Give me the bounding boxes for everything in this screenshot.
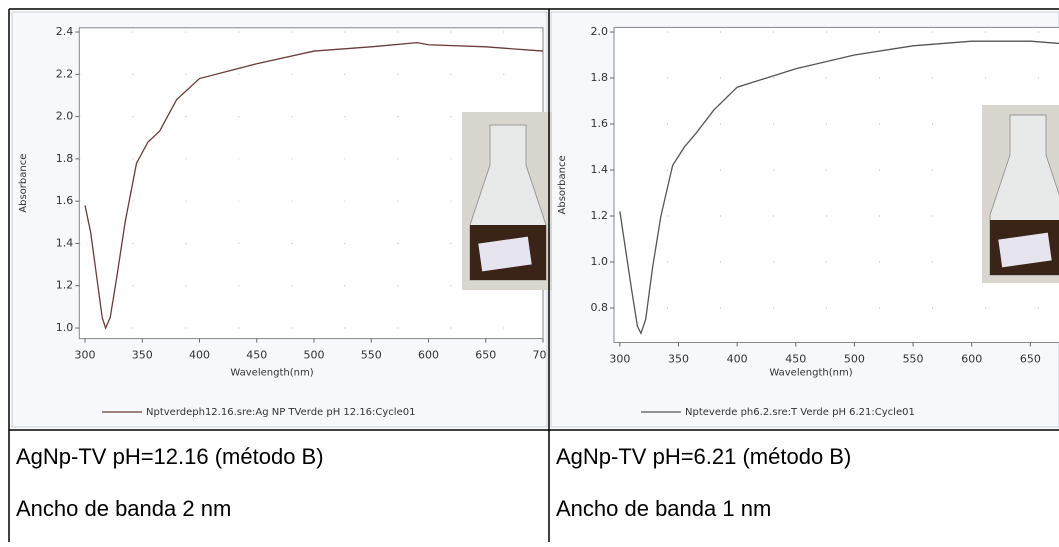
x-tick-label: 400	[727, 353, 748, 366]
legend-label: Nptverdeph12.16.sre:Ag NP TVerde pH 12.1…	[146, 407, 415, 418]
caption: Ancho de banda 1 nm	[556, 496, 771, 521]
caption: AgNp-TV pH=12.16 (método B)	[16, 444, 324, 469]
y-tick-label: 2.4	[56, 25, 74, 38]
legend-label: Npteverde ph6.2.sre:T Verde pH 6.21:Cycl…	[685, 407, 915, 418]
x-tick-label: 550	[903, 353, 924, 366]
x-tick-label: 300	[75, 349, 96, 362]
y-tick-label: 1.8	[591, 71, 609, 84]
x-tick-label: 700	[533, 349, 554, 362]
y-axis-label: Absorbance	[557, 155, 568, 214]
caption: AgNp-TV pH=6.21 (método B)	[556, 444, 851, 469]
x-axis-label: Wavelength(nm)	[230, 368, 313, 379]
table-border	[8, 8, 1059, 542]
x-axis-label: Wavelength(nm)	[769, 368, 852, 379]
y-tick-label: 1.2	[56, 279, 74, 292]
x-tick-label: 650	[475, 349, 496, 362]
x-tick-label: 500	[304, 349, 325, 362]
data-line	[84, 41, 544, 330]
x-tick-label: 600	[961, 353, 982, 366]
x-tick-label: 450	[246, 349, 267, 362]
y-tick-label: 1.8	[56, 152, 74, 165]
x-tick-label: 600	[418, 349, 439, 362]
caption: Ancho de banda 2 nm	[16, 496, 231, 521]
y-tick-label: 1.0	[591, 255, 609, 268]
x-tick-label: 300	[609, 353, 630, 366]
x-tick-label: 450	[785, 353, 806, 366]
x-tick-label: 350	[668, 353, 689, 366]
y-tick-label: 1.6	[56, 194, 74, 207]
y-tick-label: 1.0	[56, 321, 74, 334]
y-axis-label: Absorbance	[18, 154, 29, 213]
x-tick-label: 550	[361, 349, 382, 362]
photo	[982, 105, 1059, 283]
y-tick-label: 1.4	[591, 163, 609, 176]
x-tick-label: 500	[844, 353, 865, 366]
y-tick-label: 1.2	[591, 209, 609, 222]
x-tick-label: 400	[189, 349, 210, 362]
y-tick-label: 1.6	[591, 117, 609, 130]
x-tick-label: 350	[132, 349, 153, 362]
y-tick-label: 1.4	[56, 236, 74, 249]
y-tick-label: 2.2	[56, 67, 74, 80]
photo	[462, 112, 552, 290]
y-tick-label: 2.0	[591, 25, 609, 38]
x-tick-label: 650	[1020, 353, 1041, 366]
y-tick-label: 2.0	[56, 110, 74, 123]
data-line	[619, 40, 1059, 335]
y-tick-label: 0.8	[591, 301, 609, 314]
